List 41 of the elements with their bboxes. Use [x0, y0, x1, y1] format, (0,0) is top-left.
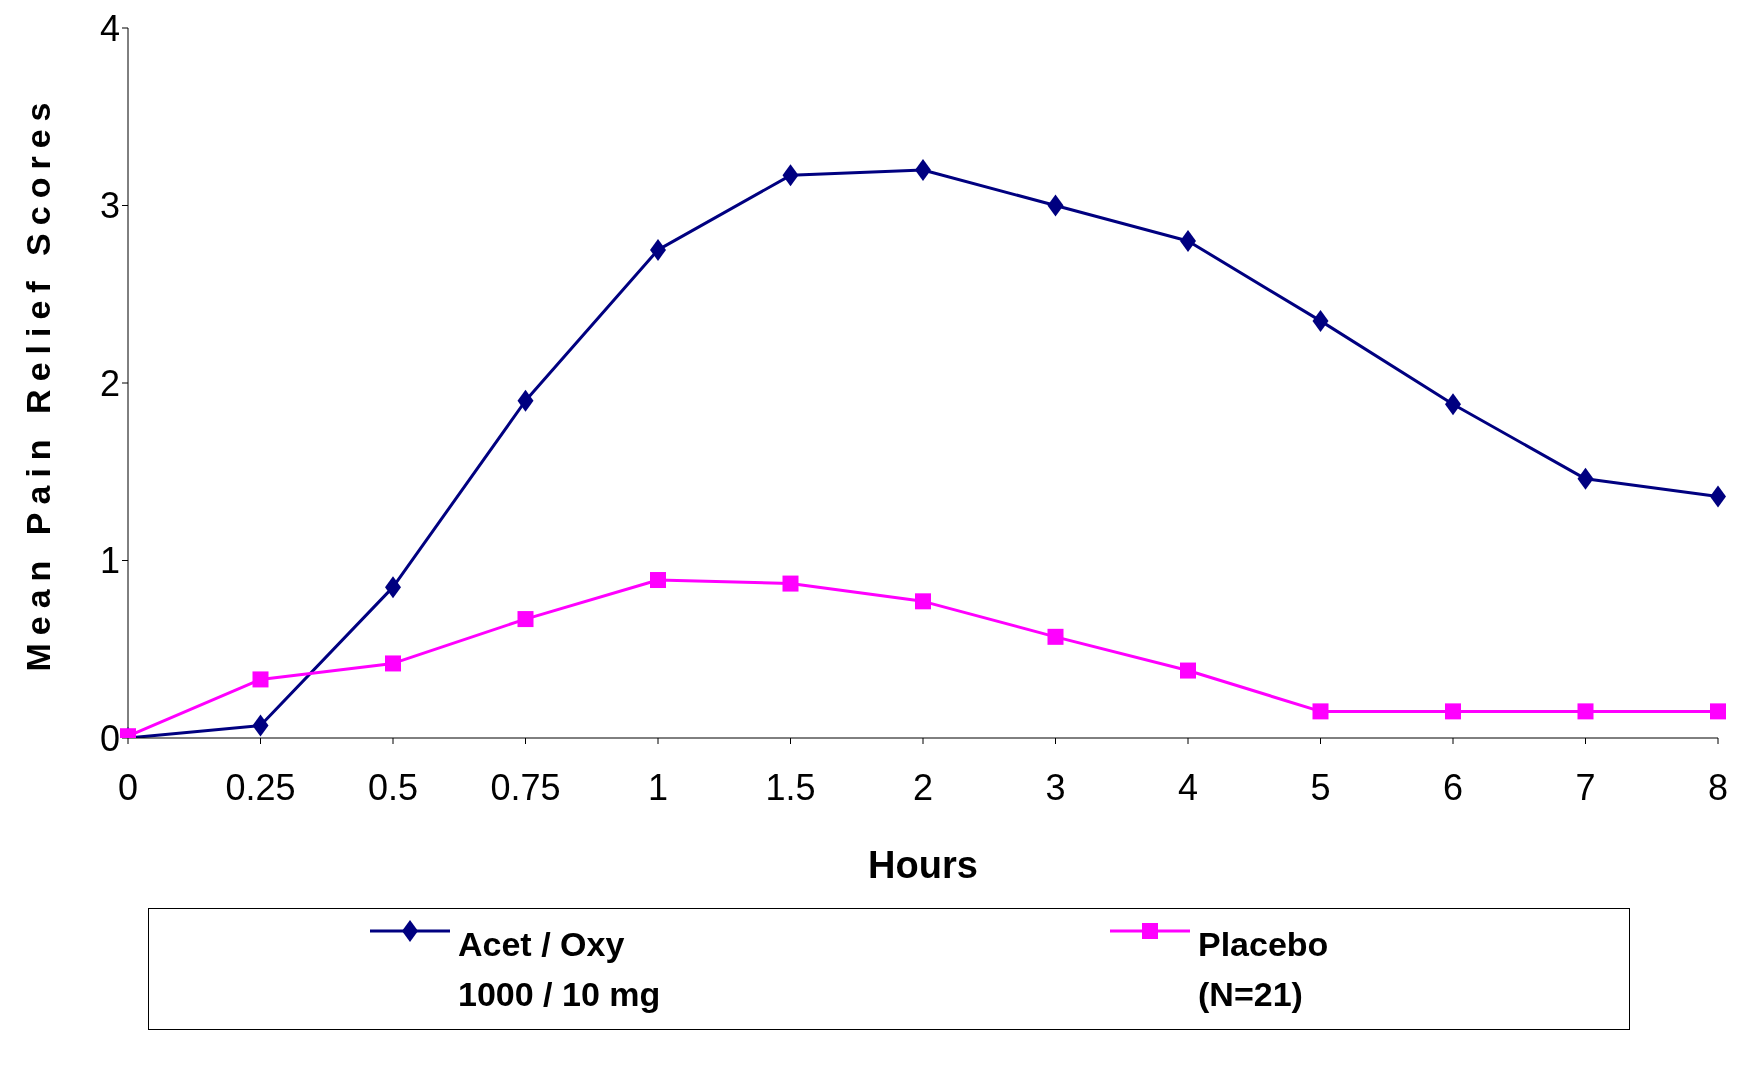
x-tick-label: 1	[647, 766, 669, 808]
point	[517, 389, 534, 412]
point	[385, 655, 401, 672]
x-axis-title: Hours	[868, 844, 978, 886]
y-tick-label: 3	[99, 185, 120, 227]
y-tick-label: 0	[99, 717, 120, 759]
point	[782, 575, 799, 592]
x-tick-label: 5	[1310, 766, 1331, 808]
x-tick-label: 0.5	[367, 766, 419, 808]
point	[915, 593, 931, 610]
point	[1445, 703, 1461, 720]
point	[252, 671, 269, 688]
point	[1710, 703, 1726, 720]
point	[1180, 230, 1196, 252]
point	[1180, 662, 1196, 679]
point	[915, 159, 931, 181]
x-tick-label: 3	[1045, 766, 1066, 808]
point	[517, 611, 534, 628]
x-tick-label: 0.25	[225, 766, 296, 808]
y-axis-title: Mean Pain Relief Scores	[19, 94, 58, 672]
point	[1047, 194, 1064, 217]
point	[1577, 467, 1594, 490]
point	[1047, 628, 1064, 645]
point	[782, 164, 799, 187]
x-tick-label: 1.5	[765, 766, 816, 808]
y-tick-label: 2	[99, 362, 120, 404]
legend-label: Acet / Oxy 1000 / 10 mg	[458, 924, 662, 1015]
x-tick-label: 4	[1177, 766, 1199, 808]
legend-label: Placebo (N=21)	[1198, 924, 1330, 1015]
point	[252, 714, 269, 737]
x-tick-label: 0.75	[490, 766, 561, 808]
x-tick-label: 8	[1707, 766, 1729, 808]
x-tick-label: 7	[1575, 766, 1596, 808]
y-tick-label: 1	[99, 540, 120, 582]
point	[1312, 703, 1329, 720]
x-tick-label: 2	[912, 766, 934, 808]
point	[1577, 703, 1594, 720]
point	[650, 572, 666, 589]
y-tick-label: 4	[99, 7, 120, 49]
point	[1312, 309, 1329, 332]
x-tick-label: 6	[1442, 766, 1464, 808]
